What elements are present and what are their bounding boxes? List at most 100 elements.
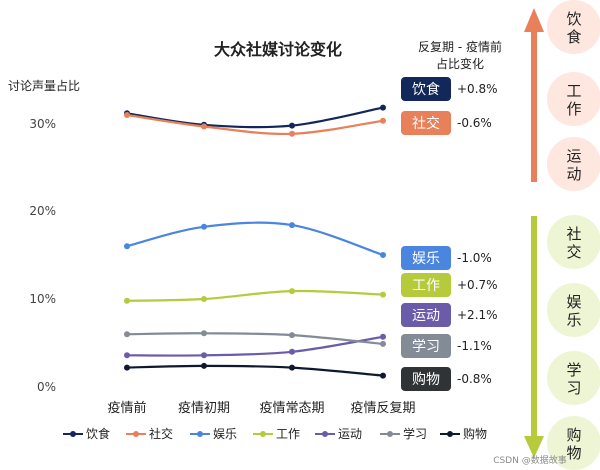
series-6-point xyxy=(124,331,130,338)
series-5-point xyxy=(124,352,130,359)
change-badge-label: 饮食 xyxy=(412,81,440,98)
legend-marker xyxy=(322,431,328,437)
series-1-point xyxy=(289,122,295,129)
side-circle-label: 动 xyxy=(566,165,581,183)
series-2-point xyxy=(380,117,386,124)
legend-marker xyxy=(70,431,76,437)
change-delta-value: -0.6% xyxy=(457,116,492,130)
series-5-line xyxy=(126,335,384,357)
change-badge-label: 工作 xyxy=(412,278,440,294)
legend-label: 购物 xyxy=(463,426,487,441)
series-2-line xyxy=(126,113,384,136)
watermark: CSDN @数据故事 xyxy=(493,454,567,466)
x-tick-label: 疫情初期 xyxy=(178,400,230,416)
legend-label: 社交 xyxy=(149,426,173,441)
side-circle-label: 工 xyxy=(566,82,581,100)
side-circle-label: 习 xyxy=(566,379,581,397)
y-tick-label: 10% xyxy=(29,292,56,306)
change-delta-value: -1.1% xyxy=(457,339,492,353)
legend-label: 学习 xyxy=(403,426,427,441)
series-4-point xyxy=(289,288,295,295)
legend-marker xyxy=(447,431,453,437)
y-tick-label: 0% xyxy=(37,380,56,394)
change-badge xyxy=(401,367,451,391)
legend-marker xyxy=(197,431,203,437)
change-delta-value: +0.8% xyxy=(457,82,498,96)
change-panel: 饮食 +0.8% 社交 -0.6% 娱乐 -1.0% 工作 +0.7% 运动 +2.1% 学习 -1.… xyxy=(401,77,498,391)
change-badge-label: 社交 xyxy=(412,115,440,132)
change-badge-label: 运动 xyxy=(412,308,440,324)
change-badge xyxy=(401,273,451,297)
legend-marker xyxy=(260,431,266,437)
side-circle-label: 物 xyxy=(566,444,581,462)
y-axis-label: 讨论声量占比 xyxy=(8,78,80,93)
side-circle xyxy=(547,215,600,269)
increase-arrow-head xyxy=(524,8,544,32)
series-7-point xyxy=(289,364,295,371)
series-2-point xyxy=(289,130,295,137)
change-panel-header: 反复期 - 疫情前 占比变化 xyxy=(418,39,502,71)
series-4-line xyxy=(126,289,384,302)
change-badge xyxy=(401,77,451,101)
series-7-point xyxy=(201,362,207,369)
x-tick-label: 疫情前 xyxy=(107,400,146,416)
series-7-line xyxy=(126,364,384,377)
series-lines xyxy=(124,104,386,379)
axes: 0% 10% 20% 30% 疫情前 疫情初期 疫情常态期 疫情反复期 xyxy=(29,117,415,416)
change-delta-value: +0.7% xyxy=(457,278,498,292)
x-tick-label: 疫情常态期 xyxy=(259,400,324,416)
change-header-line1: 反复期 - 疫情前 xyxy=(418,39,502,54)
change-badge-label: 学习 xyxy=(412,339,440,355)
series-3-point xyxy=(380,252,386,258)
legend-label: 运动 xyxy=(338,427,362,441)
side-circle xyxy=(547,137,600,191)
series-3-point xyxy=(124,243,130,250)
side-circle-label: 购 xyxy=(566,426,581,444)
change-badge xyxy=(401,334,451,358)
change-badge xyxy=(401,111,451,135)
legend: 饮食 社交 娱乐 工作 运动 学习 购物 xyxy=(63,426,487,441)
legend-label: 娱乐 xyxy=(213,427,237,441)
series-2-point xyxy=(124,112,130,118)
change-delta-value: +2.1% xyxy=(457,308,498,322)
series-5-point xyxy=(201,352,207,359)
series-3-point xyxy=(289,222,295,229)
series-5-point xyxy=(380,333,386,340)
change-badge xyxy=(401,303,451,327)
series-4-point xyxy=(124,297,130,304)
side-circle xyxy=(547,283,600,337)
side-circle xyxy=(547,72,600,126)
x-tick-label: 疫情反复期 xyxy=(350,400,415,416)
change-badge xyxy=(401,246,451,270)
change-badge-label: 购物 xyxy=(412,372,440,388)
change-delta-value: -1.0% xyxy=(457,251,492,265)
series-2-point xyxy=(201,123,207,130)
side-circle-label: 社 xyxy=(566,225,581,243)
side-circle-label: 乐 xyxy=(566,311,581,329)
legend-marker xyxy=(133,431,139,437)
y-tick-label: 30% xyxy=(29,117,56,131)
series-6-point xyxy=(201,330,207,337)
legend-marker xyxy=(387,431,393,437)
series-6-point xyxy=(289,332,295,339)
side-circle-label: 学 xyxy=(566,361,581,379)
legend-label: 工作 xyxy=(276,427,300,441)
change-delta-value: -0.8% xyxy=(457,372,492,386)
side-circle-label: 作 xyxy=(566,100,581,118)
side-circle-label: 饮 xyxy=(566,10,581,28)
series-1-line xyxy=(126,106,384,129)
side-circle-label: 交 xyxy=(566,243,581,261)
side-circle xyxy=(547,416,600,470)
decrease-arrow-head xyxy=(524,436,544,458)
series-6-line xyxy=(126,332,384,345)
side-circle-label: 食 xyxy=(566,28,581,46)
series-7-point xyxy=(124,364,130,371)
series-4-point xyxy=(380,291,386,298)
series-5-point xyxy=(289,348,295,355)
side-circle xyxy=(547,0,600,54)
series-1-point xyxy=(380,104,386,111)
change-badge-label: 娱乐 xyxy=(412,251,440,267)
